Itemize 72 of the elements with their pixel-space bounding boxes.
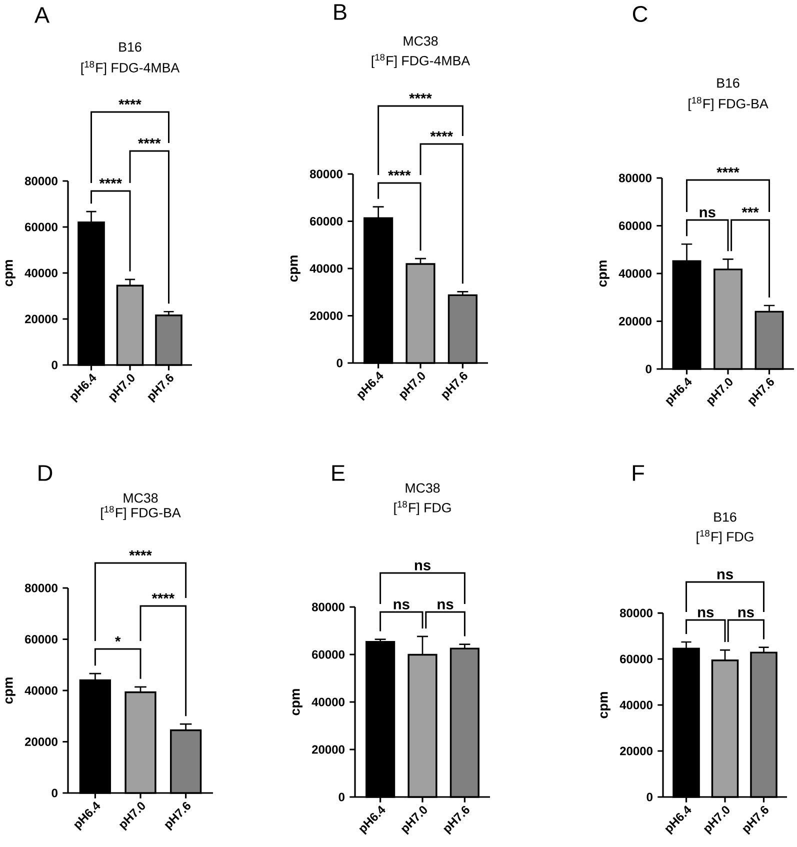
annotation: **** xyxy=(152,593,175,599)
y-tick-label: 0 xyxy=(646,792,652,802)
annotation: ns xyxy=(394,601,410,610)
chart-subtitle: [$^{18}$F] FDG-BA xyxy=(101,506,181,520)
y-tick-label: 20000 xyxy=(310,311,342,320)
y-tick-label: 20000 xyxy=(619,316,652,326)
chart-title: MC38 xyxy=(404,36,438,46)
annotation: ns xyxy=(698,609,714,618)
y-tick-label: 40000 xyxy=(24,268,58,278)
text: E xyxy=(332,465,345,481)
y-tick-label: 60000 xyxy=(620,654,652,664)
text: **** xyxy=(430,131,453,137)
y-tick-label: 40000 xyxy=(618,269,652,278)
text: ns xyxy=(414,562,430,570)
annotation: * xyxy=(115,636,121,642)
y-tick-label: 0 xyxy=(646,364,652,374)
annotation: ns xyxy=(700,209,716,218)
annotation: ns xyxy=(438,601,454,610)
y-tick-label: 60000 xyxy=(312,650,344,659)
y-tick-label: 40000 xyxy=(24,686,58,695)
text: **** xyxy=(138,138,161,144)
text: **** xyxy=(118,99,142,105)
y-tick-label: 60000 xyxy=(310,216,342,226)
chart-title: MC38 xyxy=(124,493,158,503)
text: C xyxy=(632,6,648,22)
y-tick-label: 20000 xyxy=(25,314,58,324)
y-tick-label: 60000 xyxy=(619,221,652,230)
chart-title: B16 xyxy=(717,78,740,88)
chart-subtitle: [$^{18}$F] FDG xyxy=(394,500,451,516)
text: ns xyxy=(717,571,733,580)
y-tick-label: 80000 xyxy=(620,608,652,618)
y-axis-title: cpm xyxy=(5,260,16,286)
text: **** xyxy=(129,550,152,556)
y-tick-label: 20000 xyxy=(312,745,344,754)
annotation: **** xyxy=(388,170,411,176)
chart-title: B16 xyxy=(714,512,736,522)
y-axis-title: cpm xyxy=(290,256,300,282)
y-tick-label: 80000 xyxy=(618,174,652,182)
y-axis-title: cpm xyxy=(599,260,610,287)
annotation: ns xyxy=(738,609,754,618)
annotation: **** xyxy=(99,178,122,184)
y-axis-title: cpm xyxy=(292,689,302,716)
y-tick-label: 60000 xyxy=(25,222,58,232)
y-tick-label: 80000 xyxy=(312,602,344,612)
y-tick-label: 40000 xyxy=(620,700,652,710)
text: A xyxy=(34,7,50,23)
chart-subtitle: [$^{18}$F] FDG-4MBA xyxy=(81,60,180,76)
text: B xyxy=(334,4,346,20)
y-tick-label: 60000 xyxy=(25,634,58,644)
y-tick-label: 0 xyxy=(336,358,342,368)
chart-title: B16 xyxy=(119,42,142,52)
chart-subtitle: [$^{18}$F] FDG-BA xyxy=(688,96,768,112)
y-tick-label: 20000 xyxy=(620,746,652,756)
y-tick-label: 0 xyxy=(338,792,344,802)
annotation: *** xyxy=(742,207,759,213)
y-tick-label: 80000 xyxy=(24,584,58,592)
text: D xyxy=(38,465,52,481)
y-axis-title: cpm xyxy=(600,692,610,718)
y-tick-label: 0 xyxy=(52,360,58,370)
y-tick-label: 0 xyxy=(52,788,58,798)
text: **** xyxy=(716,167,740,173)
y-tick-label: 20000 xyxy=(25,737,58,746)
y-tick-label: 80000 xyxy=(310,170,342,178)
y-tick-label: 80000 xyxy=(24,176,58,186)
chart-subtitle: [$^{18}$F] FDG xyxy=(696,530,754,544)
y-tick-label: 40000 xyxy=(312,698,344,706)
y-axis-title: cpm xyxy=(5,678,16,704)
y-tick-label: 40000 xyxy=(310,264,342,273)
chart-title: MC38 xyxy=(406,483,440,493)
text: **** xyxy=(409,93,432,99)
chart-subtitle: [$^{18}$F] FDG-4MBA xyxy=(372,54,470,68)
text: F xyxy=(632,465,644,481)
